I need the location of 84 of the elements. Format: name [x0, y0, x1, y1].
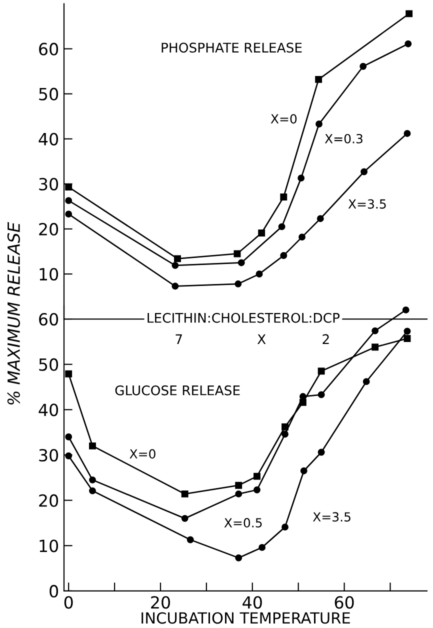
point — [65, 433, 72, 440]
point — [406, 10, 413, 18]
point — [256, 270, 263, 278]
y-tick-label: 50 — [39, 358, 58, 371]
point — [404, 328, 411, 335]
point — [278, 223, 286, 230]
point — [186, 536, 194, 544]
point — [282, 524, 288, 531]
point — [89, 442, 96, 450]
y-tick-label: 30 — [39, 178, 58, 190]
point — [181, 514, 188, 522]
annotation: 2 — [322, 334, 329, 344]
point — [318, 448, 325, 456]
point — [372, 344, 379, 351]
y-tick-label: 10 — [40, 540, 58, 552]
point — [404, 40, 412, 48]
series-label: X=0 — [130, 449, 156, 459]
point — [360, 62, 367, 70]
point — [65, 370, 72, 378]
y-tick-label: 40 — [38, 404, 58, 416]
series-label: X=0 — [270, 114, 297, 124]
point — [258, 230, 266, 236]
point — [315, 76, 322, 83]
point — [298, 174, 305, 182]
point — [362, 378, 370, 386]
point — [316, 215, 324, 222]
point — [254, 486, 260, 494]
annotation: LECITHIN:CHOLESTEROL:DCP — [148, 312, 340, 323]
point — [258, 544, 266, 551]
point — [404, 335, 411, 342]
point — [238, 259, 245, 266]
x-axis-title: INCUBATION TEMPERATURE — [142, 612, 350, 624]
text: GLUCOSE RELEASE — [115, 385, 240, 396]
y-tick-label: 50 — [39, 88, 58, 100]
point — [65, 210, 72, 218]
point — [174, 255, 181, 262]
point — [172, 262, 179, 269]
point — [235, 490, 242, 498]
point — [318, 391, 325, 398]
point — [254, 472, 260, 480]
point — [300, 467, 308, 474]
point — [372, 327, 379, 334]
series-label: X=0.3 — [324, 134, 362, 144]
point — [65, 452, 72, 460]
x-tick-label: 60 — [334, 596, 354, 609]
point — [299, 393, 306, 400]
y-tick-label: 20 — [39, 222, 58, 236]
annotation: X — [257, 334, 266, 344]
point — [181, 490, 188, 498]
point — [280, 194, 288, 200]
point — [65, 197, 72, 204]
y-axis-title: % MAXIMUM RELEASE — [7, 222, 20, 404]
point — [282, 430, 288, 438]
annotation: 7 — [176, 334, 182, 344]
x-tick-label: 0 — [64, 596, 73, 609]
point — [235, 554, 242, 562]
series-label: X=0.5 — [224, 518, 262, 528]
point — [234, 280, 242, 288]
point — [360, 168, 368, 176]
y-tick-label: 0 — [50, 584, 58, 598]
y-tick-label: 10 — [40, 268, 58, 281]
y-tick-label: 20 — [39, 494, 58, 507]
point — [298, 234, 306, 241]
point — [234, 250, 241, 258]
point — [280, 252, 288, 259]
point — [404, 130, 411, 137]
y-tick-label: 60 — [39, 42, 58, 56]
x-tick-label: 20 — [151, 596, 170, 609]
y-tick-label: 40 — [38, 132, 58, 146]
point — [172, 282, 179, 290]
y-tick-label: 60 — [39, 312, 58, 326]
x-tick-label: 40 — [242, 596, 262, 609]
point — [65, 184, 72, 191]
point — [318, 368, 325, 375]
point — [316, 120, 322, 128]
point — [402, 306, 410, 314]
text: PHOSPHATE RELEASE — [162, 42, 302, 53]
series-label: X=3.5 — [348, 199, 386, 209]
point — [89, 487, 96, 494]
series-label: X=3.5 — [312, 512, 350, 522]
point — [282, 423, 288, 430]
y-tick-label: 30 — [39, 448, 58, 462]
point — [235, 482, 242, 489]
point — [89, 476, 96, 484]
